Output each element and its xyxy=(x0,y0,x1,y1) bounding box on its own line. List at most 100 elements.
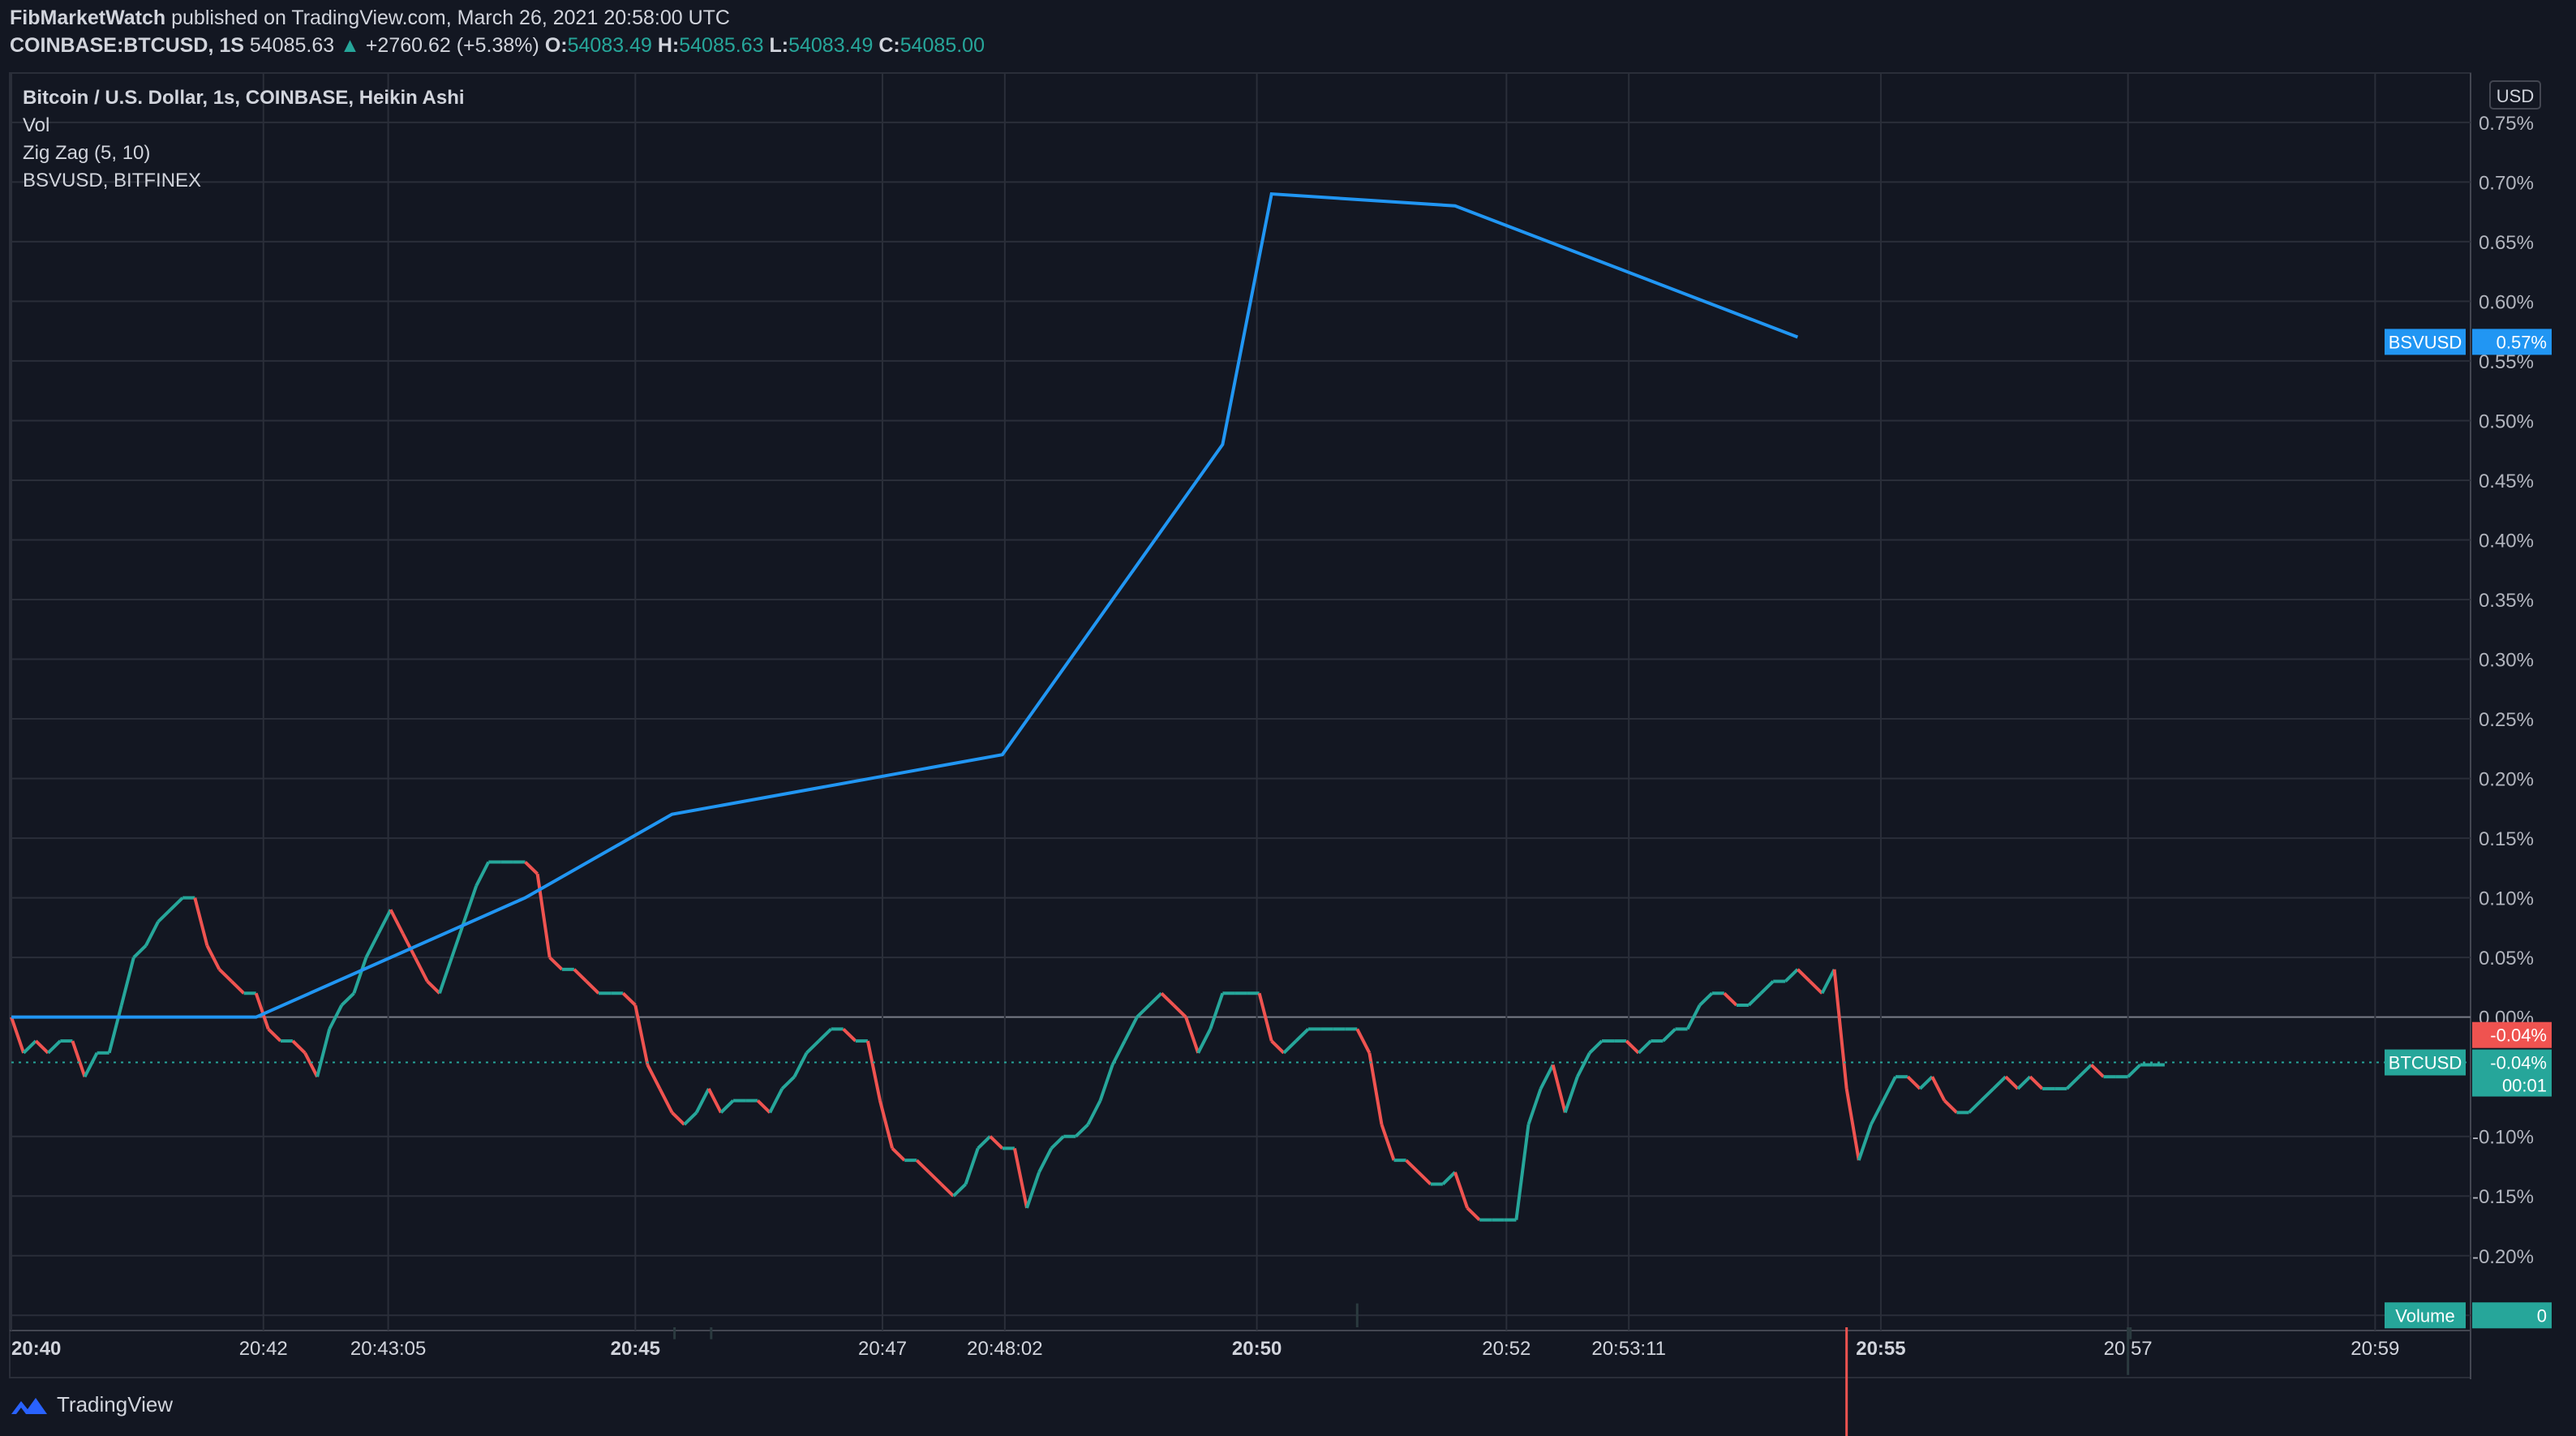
y-tick-label: 0.40% xyxy=(2479,530,2534,552)
btc-candle-segment xyxy=(792,1051,809,1078)
btc-candle-segment xyxy=(842,1027,857,1043)
x-tick-label: 20:43:05 xyxy=(350,1338,426,1360)
price-axis-tag-value: 0 xyxy=(2537,1305,2547,1326)
btc-candle-segment xyxy=(1257,992,1273,1042)
btc-candle-segment xyxy=(303,1051,319,1078)
btc-candle-segment xyxy=(316,1028,332,1077)
y-tick-label: 0.35% xyxy=(2479,590,2534,612)
publisher-name[interactable]: FibMarketWatch xyxy=(10,6,166,29)
btc-candle-segment xyxy=(22,1039,37,1055)
btc-candle-segment xyxy=(1294,1027,1310,1043)
btc-candle-segment xyxy=(1637,1039,1652,1055)
btc-candle-segment xyxy=(1747,991,1762,1007)
x-tick-label: 20:52 xyxy=(1482,1338,1531,1360)
btc-candle-segment xyxy=(2127,1064,2142,1078)
price-axis-tag-value: 0.57% xyxy=(2497,332,2547,352)
price-axis-tag xyxy=(2472,329,2552,355)
legend-compare[interactable]: BSVUSD, BITFINEX xyxy=(23,170,202,191)
symbol-interval: COINBASE:BTCUSD, 1S xyxy=(10,34,244,57)
bsvusd-line xyxy=(11,191,1799,1019)
btc-candle-segment xyxy=(658,1087,674,1114)
change-arrow-icon: ▲ xyxy=(340,34,360,57)
btc-candle-segment xyxy=(1857,1124,1873,1161)
y-tick-label: 0.25% xyxy=(2479,709,2534,731)
low-label: L: xyxy=(769,34,789,57)
btc-candle-segment xyxy=(865,1040,882,1102)
btc-candle-segment xyxy=(1050,1135,1065,1150)
btc-candle-segment xyxy=(340,991,355,1007)
y-tick-label: 0.10% xyxy=(2479,888,2534,910)
tradingview-logo-icon xyxy=(11,1397,47,1414)
y-tick-label: 0.70% xyxy=(2479,172,2534,194)
price-axis-tag xyxy=(2472,1049,2552,1097)
y-tick-label: 0.60% xyxy=(2479,291,2534,313)
btc-candle-segment xyxy=(1918,1075,1934,1090)
btc-candle-segment xyxy=(1576,1051,1591,1078)
series-tag-label: BTCUSD xyxy=(2389,1053,2462,1073)
publish-text: published on TradingView.com, March 26, … xyxy=(171,6,730,29)
y-tick-label: 0.55% xyxy=(2479,351,2534,373)
btc-candle-segment xyxy=(805,1039,820,1055)
x-tick-label: 20:55 xyxy=(1856,1338,1905,1360)
legend-zigzag[interactable]: Zig Zag (5, 10) xyxy=(23,142,151,164)
btc-candle-segment xyxy=(205,944,221,970)
btc-candle-segment xyxy=(1930,1076,1947,1102)
btc-candle-segment xyxy=(1270,1039,1286,1055)
publish-info: FibMarketWatch published on TradingView.… xyxy=(10,6,730,30)
btc-candle-segment xyxy=(132,944,148,959)
btc-candle-segment xyxy=(768,1087,784,1114)
y-tick-label: 0.30% xyxy=(2479,650,2534,672)
btc-candle-segment xyxy=(1551,1064,1567,1113)
btc-candle-segment xyxy=(964,1147,980,1185)
open-label: O: xyxy=(544,34,568,57)
btc-candle-segment xyxy=(193,897,209,946)
btc-candle-segment xyxy=(2029,1075,2044,1090)
btc-candle-segment xyxy=(1796,968,1811,982)
btc-candle-segment xyxy=(1405,1159,1420,1174)
price-change: +2760.62 (+5.38%) xyxy=(365,34,539,57)
btc-candle-segment xyxy=(1148,991,1163,1007)
btc-candle-segment xyxy=(1563,1076,1579,1113)
btc-candle-segment xyxy=(1980,1087,1995,1103)
btc-candle-segment xyxy=(328,1004,344,1030)
btc-candle-segment xyxy=(1759,980,1775,995)
y-tick-label: 0.15% xyxy=(2479,828,2534,850)
btc-candle-segment xyxy=(1539,1064,1555,1090)
btc-candle-segment xyxy=(462,885,479,922)
btc-candle-segment xyxy=(707,1087,723,1114)
series-tag xyxy=(2385,329,2466,355)
y-tick-label: 0.65% xyxy=(2479,232,2534,254)
btc-candle-segment xyxy=(426,980,441,995)
y-tick-label: 0.20% xyxy=(2479,769,2534,791)
btc-candle-segment xyxy=(989,1135,1004,1150)
btc-candle-segment xyxy=(952,1183,967,1197)
btc-candle-segment xyxy=(719,1099,735,1114)
y-tick-label: 0.75% xyxy=(2479,113,2534,135)
btc-candle-segment xyxy=(376,909,393,935)
btc-candle-segment xyxy=(1466,1206,1481,1222)
low-value: 54083.49 xyxy=(788,34,874,57)
btc-candle-segment xyxy=(1380,1124,1396,1161)
y-tick-label: -0.20% xyxy=(2472,1246,2534,1268)
y-tick-label: 0.50% xyxy=(2479,411,2534,432)
btc-candle-segment xyxy=(915,1159,930,1174)
btc-candle-segment xyxy=(474,861,491,887)
btc-candle-segment xyxy=(1882,1076,1897,1102)
btc-candle-segment xyxy=(818,1027,833,1043)
btc-candle-segment xyxy=(1906,1075,1921,1090)
y-tick-label: -0.15% xyxy=(2472,1186,2534,1208)
btc-candle-segment xyxy=(694,1087,711,1114)
series-tag-label: BSVUSD xyxy=(2389,332,2462,352)
high-value: 54085.63 xyxy=(679,34,764,57)
btc-candle-segment xyxy=(389,909,405,935)
btc-candle-segment xyxy=(450,921,466,958)
price-axis-tag-value: -0.04% xyxy=(2490,1025,2547,1046)
currency-label: USD xyxy=(2497,86,2534,106)
btc-candle-segment xyxy=(71,1040,87,1077)
ohlc-header: COINBASE:BTCUSD, 1S 54085.63 ▲ +2760.62 … xyxy=(10,34,985,58)
legend-main-series[interactable]: Bitcoin / U.S. Dollar, 1s, COINBASE, Hei… xyxy=(23,87,465,109)
legend-volume[interactable]: Vol xyxy=(23,114,50,136)
tradingview-logo[interactable]: TradingView xyxy=(10,1392,173,1417)
y-tick-label: 0.05% xyxy=(2479,948,2534,970)
